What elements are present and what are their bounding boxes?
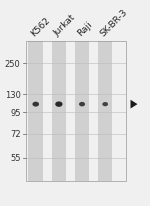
- Text: K562: K562: [29, 16, 52, 38]
- Text: Raji: Raji: [76, 20, 94, 38]
- Bar: [28, 42, 43, 181]
- Bar: [26, 42, 126, 181]
- Text: 95: 95: [10, 108, 21, 117]
- Ellipse shape: [102, 103, 108, 107]
- Text: 55: 55: [10, 154, 21, 163]
- Bar: [52, 42, 66, 181]
- Text: 72: 72: [10, 130, 21, 139]
- Bar: [75, 42, 89, 181]
- Text: 250: 250: [5, 60, 21, 69]
- Text: SK-BR-3: SK-BR-3: [99, 8, 130, 38]
- Ellipse shape: [32, 102, 39, 107]
- Bar: [98, 42, 112, 181]
- Ellipse shape: [55, 102, 63, 107]
- Text: 130: 130: [5, 90, 21, 99]
- Text: Jurkat: Jurkat: [52, 13, 78, 38]
- Polygon shape: [130, 100, 137, 109]
- Ellipse shape: [79, 102, 85, 107]
